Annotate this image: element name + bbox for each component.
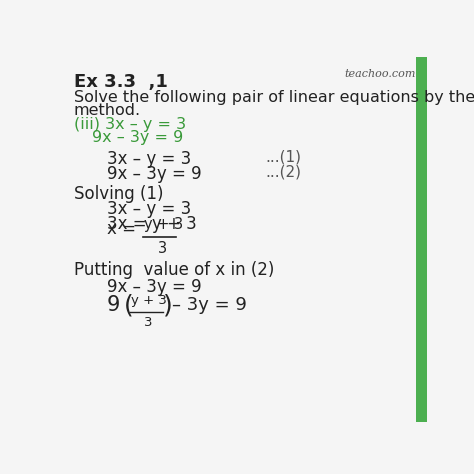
- Text: 9x – 3y = 9: 9x – 3y = 9: [107, 164, 201, 182]
- Text: ...(2): ...(2): [265, 164, 301, 180]
- Text: ): ): [163, 293, 173, 317]
- Text: 9x – 3y = 9: 9x – 3y = 9: [92, 130, 183, 145]
- FancyBboxPatch shape: [416, 57, 427, 422]
- Text: Solve the following pair of linear equations by the substitution: Solve the following pair of linear equat…: [74, 90, 474, 105]
- Text: ...(1): ...(1): [265, 150, 301, 165]
- Text: Solving (1): Solving (1): [74, 185, 164, 203]
- Text: method.: method.: [74, 102, 141, 118]
- Text: 9: 9: [107, 295, 120, 315]
- Text: Putting  value of x in (2): Putting value of x in (2): [74, 261, 274, 279]
- Text: y + 3: y + 3: [145, 217, 183, 232]
- Text: 3x – y = 3: 3x – y = 3: [107, 150, 191, 168]
- Text: y + 3: y + 3: [131, 294, 167, 307]
- Text: – 3y = 9: – 3y = 9: [173, 296, 247, 314]
- Text: 3x = y + 3: 3x = y + 3: [107, 215, 197, 233]
- Text: 3: 3: [144, 316, 152, 329]
- Text: x =: x =: [107, 220, 141, 238]
- Text: 3x – y = 3: 3x – y = 3: [107, 200, 191, 218]
- Text: Ex 3.3  ,1: Ex 3.3 ,1: [74, 73, 168, 91]
- Text: (iii) 3x – y = 3: (iii) 3x – y = 3: [74, 117, 186, 132]
- Text: 9x – 3y = 9: 9x – 3y = 9: [107, 278, 201, 296]
- Text: 3: 3: [158, 241, 167, 256]
- Text: teachoo.com: teachoo.com: [344, 69, 416, 79]
- Text: (: (: [124, 293, 133, 317]
